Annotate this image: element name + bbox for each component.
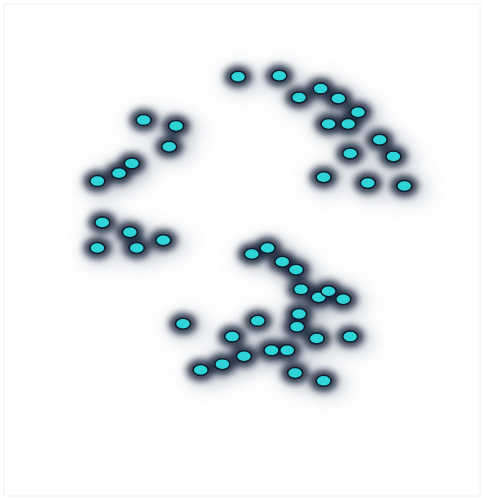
halo: [310, 370, 338, 392]
point: [112, 168, 127, 179]
point: [397, 181, 412, 192]
point: [90, 176, 105, 187]
haze-blob: [308, 166, 348, 194]
point: [288, 368, 303, 379]
halo: [224, 66, 252, 88]
halo: [83, 170, 111, 192]
halo: [244, 310, 272, 332]
point: [136, 115, 151, 126]
point: [231, 71, 246, 82]
point: [313, 83, 328, 94]
haze-blob: [308, 370, 348, 398]
halo: [390, 175, 418, 197]
point: [272, 70, 287, 81]
halo: [336, 326, 364, 348]
point: [292, 308, 307, 319]
haze-blob: [167, 313, 207, 341]
point: [386, 151, 401, 162]
halos: [83, 65, 418, 392]
point: [321, 119, 336, 130]
halo: [123, 237, 151, 259]
halo: [169, 313, 197, 335]
point: [280, 345, 295, 356]
chart: [0, 0, 484, 500]
point: [294, 284, 309, 295]
haze-blob: [388, 175, 428, 203]
point: [162, 141, 177, 152]
haze-blob: [352, 172, 392, 200]
halo: [265, 65, 293, 87]
point: [260, 243, 275, 254]
haze-blob: [222, 66, 262, 94]
point: [156, 235, 171, 246]
halo: [83, 237, 111, 259]
point: [316, 375, 331, 386]
halo: [155, 136, 183, 158]
points: [81, 65, 428, 398]
dots: [90, 70, 412, 386]
point: [95, 217, 110, 228]
point: [309, 333, 324, 344]
point: [169, 121, 184, 132]
point: [321, 286, 336, 297]
point: [336, 294, 351, 305]
haze-blob: [377, 146, 417, 174]
haze: [81, 65, 428, 398]
point: [343, 331, 358, 342]
point: [244, 248, 259, 259]
point: [236, 351, 251, 362]
haze-blob: [334, 143, 374, 171]
haze-blob: [242, 310, 282, 338]
plot-frame: [4, 4, 480, 496]
halo: [88, 211, 116, 233]
point: [124, 158, 139, 169]
point: [316, 172, 331, 183]
point: [360, 178, 375, 189]
halo: [354, 172, 382, 194]
halo: [379, 146, 407, 168]
point: [122, 227, 137, 238]
point: [264, 345, 279, 356]
point: [175, 318, 190, 329]
halo: [303, 328, 331, 350]
point: [250, 315, 265, 326]
point: [343, 148, 358, 159]
point: [341, 119, 356, 130]
point: [90, 243, 105, 254]
halo: [149, 229, 177, 251]
point: [215, 359, 230, 370]
point: [289, 264, 304, 275]
point: [372, 134, 387, 145]
point: [331, 93, 346, 104]
point: [193, 365, 208, 376]
point: [275, 256, 290, 267]
point: [292, 92, 307, 103]
haze-blob: [334, 326, 374, 354]
halo: [162, 115, 190, 137]
halo: [281, 362, 309, 384]
point: [351, 107, 366, 118]
halo: [336, 143, 364, 165]
halo: [230, 345, 258, 367]
halo: [130, 109, 158, 131]
point: [129, 243, 144, 254]
halo: [218, 326, 246, 348]
point: [225, 331, 240, 342]
haze-blob: [81, 237, 121, 265]
point: [290, 321, 305, 332]
halo: [310, 166, 338, 188]
haze-blob: [153, 136, 193, 164]
